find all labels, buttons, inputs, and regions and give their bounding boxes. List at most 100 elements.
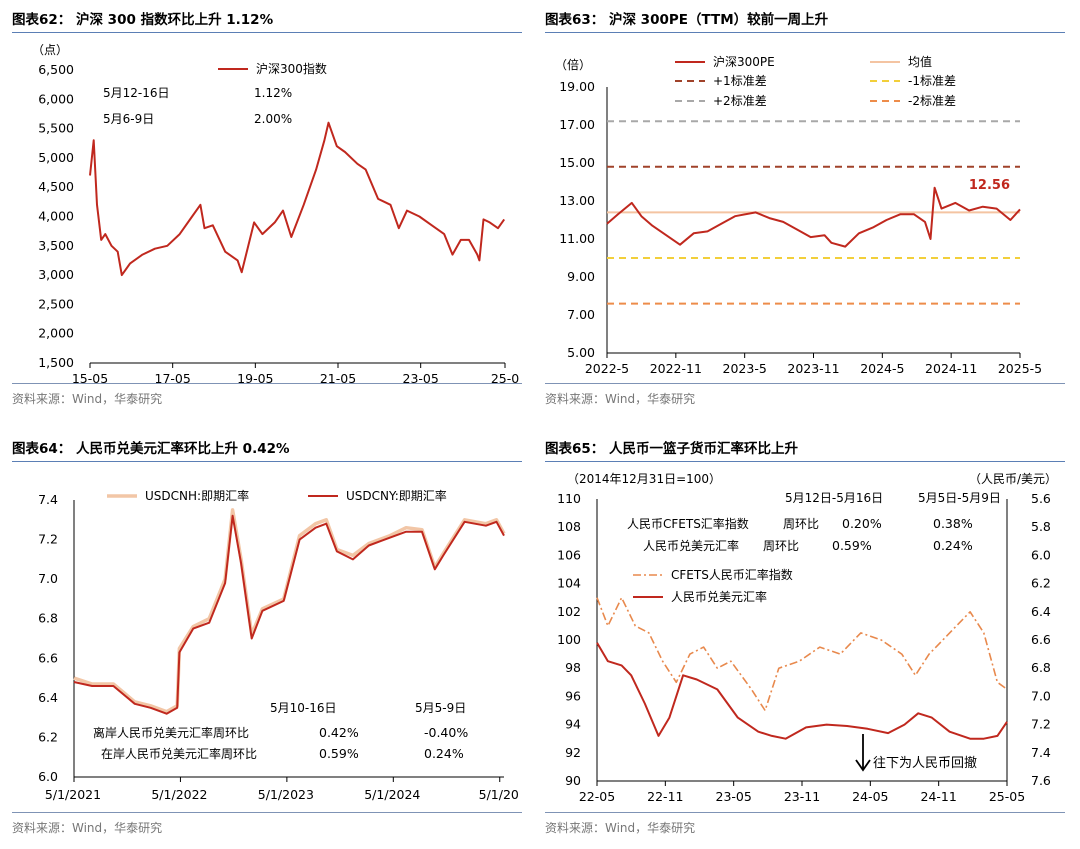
x-tick-label: 23-05 — [403, 371, 439, 386]
y-tick-label: 6.0 — [38, 769, 58, 784]
table-value: -0.40% — [424, 725, 468, 740]
legend-label: 人民币兑美元汇率 — [671, 589, 767, 604]
x-tick-label: 25-0 — [491, 371, 519, 386]
table-row-label: 在岸人民币兑美元汇率周环比 — [101, 746, 257, 761]
series-line — [596, 642, 1008, 740]
y-tick-label: 90 — [565, 773, 581, 788]
y-tick-label: 1,500 — [38, 355, 74, 370]
y-tick-label: 108 — [557, 519, 581, 534]
y2-tick-label: 6.4 — [1031, 604, 1051, 619]
y-tick-label: 19.00 — [559, 79, 595, 94]
x-tick-label: 24-05 — [852, 789, 888, 804]
table-metric: 周环比 — [763, 539, 799, 553]
table-header: 5月5-9日 — [415, 701, 466, 715]
x-tick-label: 19-05 — [237, 371, 273, 386]
legend-label: 沪深300指数 — [256, 61, 327, 76]
panel-65: 图表65： 人民币一篮子货币汇率环比上升 （2014年12月31日=100） （人… — [545, 437, 1065, 842]
y-tick-label: 3,500 — [38, 238, 74, 253]
y-tick-label: 6,000 — [38, 91, 74, 106]
x-tick-label: 22-11 — [647, 789, 683, 804]
y2-tick-label: 5.8 — [1031, 519, 1051, 534]
source-divider — [12, 812, 522, 813]
x-tick-label: 5/1/2024 — [364, 787, 420, 802]
table-value: 0.42% — [319, 725, 359, 740]
annotation-value: 2.00% — [254, 112, 292, 126]
table-value: 0.59% — [319, 746, 359, 761]
y-tick-label: 3,000 — [38, 267, 74, 282]
source-note: 资料来源：Wind，华泰研究 — [545, 392, 696, 406]
x-tick-label: 2025-5 — [998, 361, 1042, 376]
arrow-note: 往下为人民币回撤 — [873, 755, 977, 771]
x-tick-label: 2024-11 — [925, 361, 977, 376]
title-divider — [545, 32, 1065, 33]
y-tick-label: 4,500 — [38, 179, 74, 194]
table-metric: 周环比 — [783, 517, 819, 531]
y2-tick-label: 6.8 — [1031, 660, 1051, 675]
y2-tick-label: 6.0 — [1031, 547, 1051, 562]
y2-tick-label: 7.2 — [1031, 717, 1051, 732]
chart-hs300-pe: （倍） 5.00 7.00 9.00 11.00 13.00 15.00 17.00 19.00… — [555, 54, 1042, 376]
source-divider — [545, 812, 1065, 813]
x-tick-label: 23-05 — [716, 789, 752, 804]
source-note: 资料来源：Wind，华泰研究 — [12, 392, 163, 406]
table-row-label: 人民币兑美元汇率 — [643, 538, 739, 553]
y2-tick-label: 7.6 — [1031, 773, 1051, 788]
legend-label: -2标准差 — [908, 94, 956, 108]
title-divider — [12, 461, 522, 462]
x-tick-label: 17-05 — [155, 371, 191, 386]
x-tick-label: 5/1/2023 — [258, 787, 314, 802]
value-label: 12.56 — [969, 178, 1010, 193]
y-tick-label: 7.00 — [567, 307, 595, 322]
table-header: 5月10-16日 — [270, 701, 337, 715]
annotation-period: 5月12-16日 — [103, 86, 170, 100]
legend-label: USDCNH:即期汇率 — [145, 488, 249, 503]
y-tick-label: 5,000 — [38, 150, 74, 165]
y-tick-label: 102 — [557, 604, 581, 619]
chart-hs300-index: （点） 1,500 2,000 2,500 3,000 3,500 4,000 4,500 5,… — [32, 43, 519, 386]
x-tick-label: 5/1/20 — [479, 787, 519, 802]
x-tick-label: 2023-11 — [787, 361, 839, 376]
y-tick-label: 5,500 — [38, 121, 74, 136]
chart-usdcny: 6.0 6.2 6.4 6.6 6.8 7.0 7.2 7.4 5/1/2021 5/1/2022… — [38, 488, 519, 802]
y-tick-label: 6.4 — [38, 690, 58, 705]
legend-label: CFETS人民币汇率指数 — [671, 567, 793, 582]
y-unit-label: （点） — [32, 43, 68, 57]
chart-cfets-basket: （2014年12月31日=100） （人民币/美元） 90 92 94 96 98 100 10… — [557, 472, 1057, 804]
panel-title: 图表64： 人民币兑美元汇率环比上升 0.42% — [12, 441, 290, 457]
x-tick-label: 25-05 — [989, 789, 1025, 804]
series-line — [596, 596, 1008, 712]
y2-tick-label: 6.6 — [1031, 632, 1051, 647]
title-divider — [545, 461, 1065, 462]
x-tick-label: 2022-11 — [650, 361, 702, 376]
legend-label: -1标准差 — [908, 74, 956, 88]
legend-label: 沪深300PE — [713, 55, 775, 69]
x-tick-label: 2022-5 — [585, 361, 629, 376]
x-tick-label: 2024-5 — [860, 361, 904, 376]
series-line — [73, 508, 506, 714]
source-note: 资料来源：Wind，华泰研究 — [12, 821, 163, 835]
table-header: 5月5日-5月9日 — [918, 491, 1001, 505]
y-tick-label: 92 — [565, 745, 581, 760]
table-value: 0.59% — [832, 538, 872, 553]
table-value: 0.24% — [424, 746, 464, 761]
panel-title: 图表63： 沪深 300PE（TTM）较前一周上升 — [545, 12, 829, 28]
y-tick-label: 15.00 — [559, 155, 595, 170]
y-unit-label: （倍） — [555, 57, 591, 72]
table-header: 5月12日-5月16日 — [785, 491, 883, 505]
legend-label: +2标准差 — [713, 94, 767, 108]
source-divider — [12, 383, 522, 384]
y-tick-label: 9.00 — [567, 269, 595, 284]
y-tick-label: 6.2 — [38, 729, 58, 744]
panel-title: 图表65： 人民币一篮子货币汇率环比上升 — [545, 441, 798, 457]
y2-tick-label: 7.4 — [1031, 745, 1051, 760]
down-arrow-icon — [855, 759, 871, 772]
panel-64: 图表64： 人民币兑美元汇率环比上升 0.42% 6.0 6.2 6.4 6.6 6.8… — [12, 437, 522, 842]
x-tick-label: 2023-5 — [723, 361, 767, 376]
x-tick-label: 21-05 — [320, 371, 356, 386]
x-tick-label: 23-11 — [784, 789, 820, 804]
y-tick-label: 2,500 — [38, 296, 74, 311]
legend-label: +1标准差 — [713, 74, 767, 88]
annotation-value: 1.12% — [254, 86, 292, 100]
title-divider — [12, 32, 522, 33]
table-row-label: 人民币CFETS汇率指数 — [627, 516, 749, 531]
